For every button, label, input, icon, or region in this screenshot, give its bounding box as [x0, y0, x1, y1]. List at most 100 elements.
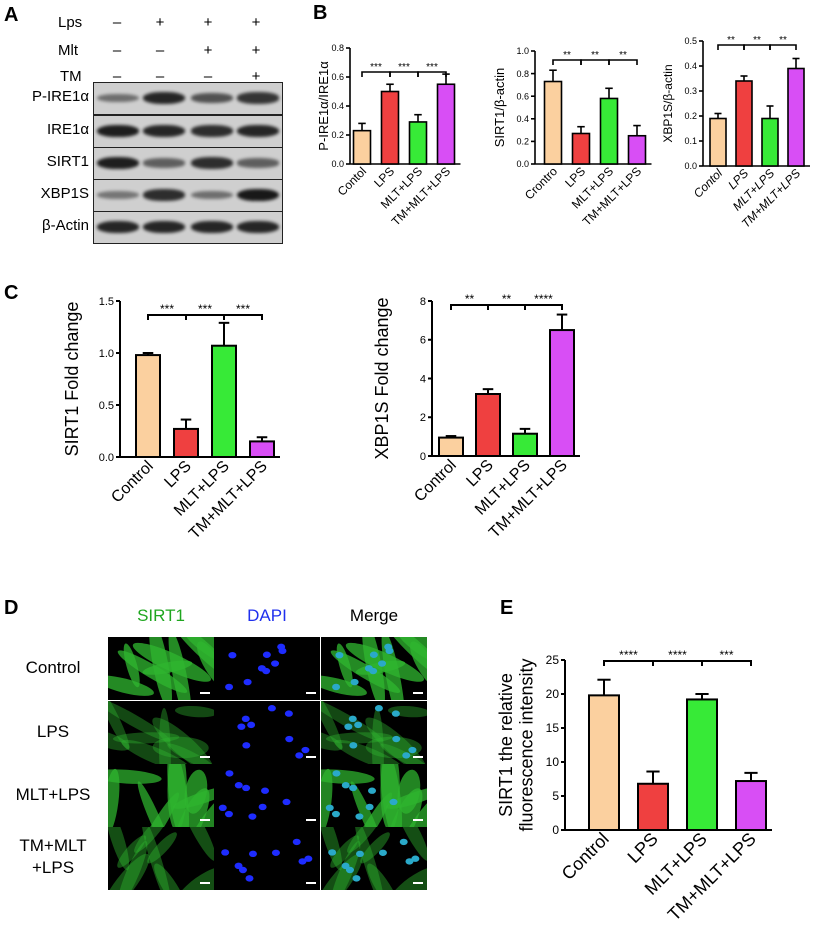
nucleus: [224, 810, 233, 818]
cell-shape: [330, 841, 361, 890]
blot-band: [143, 125, 185, 137]
significance-label: **: [779, 35, 787, 46]
bar: [173, 427, 199, 458]
y-tick-label: 0.3: [684, 86, 697, 96]
y-tick-label: 2: [420, 412, 426, 424]
y-tick-label: 25: [546, 653, 560, 667]
nucleus: [304, 855, 313, 862]
treatment-mark: +: [251, 42, 261, 59]
nucleus: [348, 715, 357, 723]
significance-label: **: [563, 50, 571, 61]
cell-shape: [141, 827, 172, 890]
x-category-label: Crontro: [522, 164, 560, 202]
scale-bar: [306, 692, 316, 694]
blot-band: [143, 158, 185, 168]
blot-band: [237, 125, 279, 137]
cell-shape: [384, 637, 427, 684]
micrograph-column-label: SIRT1: [137, 606, 185, 625]
y-axis-label: SIRT1 Fold change: [62, 302, 82, 457]
nucleus: [271, 849, 280, 856]
nucleus: [378, 849, 387, 856]
panel-letter-b: B: [313, 2, 328, 24]
x-category-label: Control: [411, 457, 459, 505]
nucleus: [234, 782, 243, 789]
significance-label: **: [502, 292, 512, 306]
cell-shape: [108, 769, 162, 784]
bar: [380, 90, 400, 165]
nucleus: [242, 784, 251, 792]
significance-bracket: [524, 304, 563, 310]
y-tick-label: 0.6: [516, 91, 529, 101]
scale-bar: [306, 819, 316, 821]
nucleus: [345, 866, 354, 874]
blot-band: [237, 188, 279, 202]
blot-band: [97, 221, 139, 233]
significance-label: ***: [370, 62, 382, 73]
y-tick-label: 0.8: [331, 43, 344, 53]
y-axis-label-line: SIRT1 the relative: [496, 673, 516, 817]
bar: [475, 393, 501, 457]
scale-bar: [413, 882, 423, 884]
y-tick-label: 6: [420, 335, 426, 347]
significance-label: ****: [668, 648, 687, 662]
bar: [512, 432, 538, 457]
cell-shape: [108, 768, 120, 827]
cell-shape: [117, 841, 148, 890]
nucleus: [374, 705, 383, 712]
nucleus: [349, 784, 358, 792]
nucleus: [364, 665, 373, 672]
nucleus: [221, 849, 230, 856]
micrograph-image: [108, 827, 214, 890]
cell-shape: [123, 643, 140, 688]
cell-shape: [321, 701, 343, 750]
significance-label: ***: [398, 62, 410, 73]
nucleus: [292, 838, 301, 846]
significance-label: ****: [619, 648, 638, 662]
cell-shape: [149, 637, 172, 700]
micrograph-column-label: DAPI: [247, 606, 287, 625]
nucleus: [341, 782, 350, 789]
scale-bar: [200, 756, 210, 758]
micrograph-image: [214, 764, 320, 827]
nucleus: [408, 746, 417, 754]
cell-shape: [174, 705, 214, 718]
nucleus: [228, 651, 237, 659]
bar: [627, 134, 647, 165]
cell-shape: [108, 853, 150, 890]
nucleus: [368, 787, 377, 794]
nucleus: [267, 705, 276, 712]
nucleus: [392, 735, 401, 743]
significance-label: ****: [534, 292, 553, 306]
cell-shape: [158, 708, 171, 764]
bar: [735, 780, 767, 831]
nucleus: [282, 798, 291, 806]
cell-shape: [152, 717, 214, 764]
bar: [571, 132, 591, 165]
blot-band: [237, 158, 279, 168]
nucleus: [332, 683, 341, 691]
cell-shape: [108, 701, 130, 750]
y-tick-label: 1.0: [516, 46, 529, 56]
blot-label: XBP1S: [40, 185, 89, 202]
treatment-mark: –: [112, 14, 122, 31]
scale-bar: [200, 882, 210, 884]
blot-label: IRE1α: [46, 121, 89, 138]
cell-shape: [325, 732, 393, 744]
cell-shape: [347, 827, 383, 853]
cell-shape: [135, 792, 180, 827]
cell-shape: [108, 827, 130, 871]
cell-shape: [371, 708, 384, 764]
scale-bar: [413, 756, 423, 758]
nucleus: [238, 866, 247, 874]
nucleus: [245, 875, 254, 882]
cell-shape: [330, 835, 360, 868]
nucleus: [332, 770, 341, 777]
nucleus: [218, 804, 227, 812]
nucleus: [411, 855, 420, 862]
y-tick-label: 20: [546, 687, 560, 701]
bar: [436, 83, 456, 165]
nucleus: [285, 735, 294, 743]
blot-strip: [93, 115, 283, 148]
